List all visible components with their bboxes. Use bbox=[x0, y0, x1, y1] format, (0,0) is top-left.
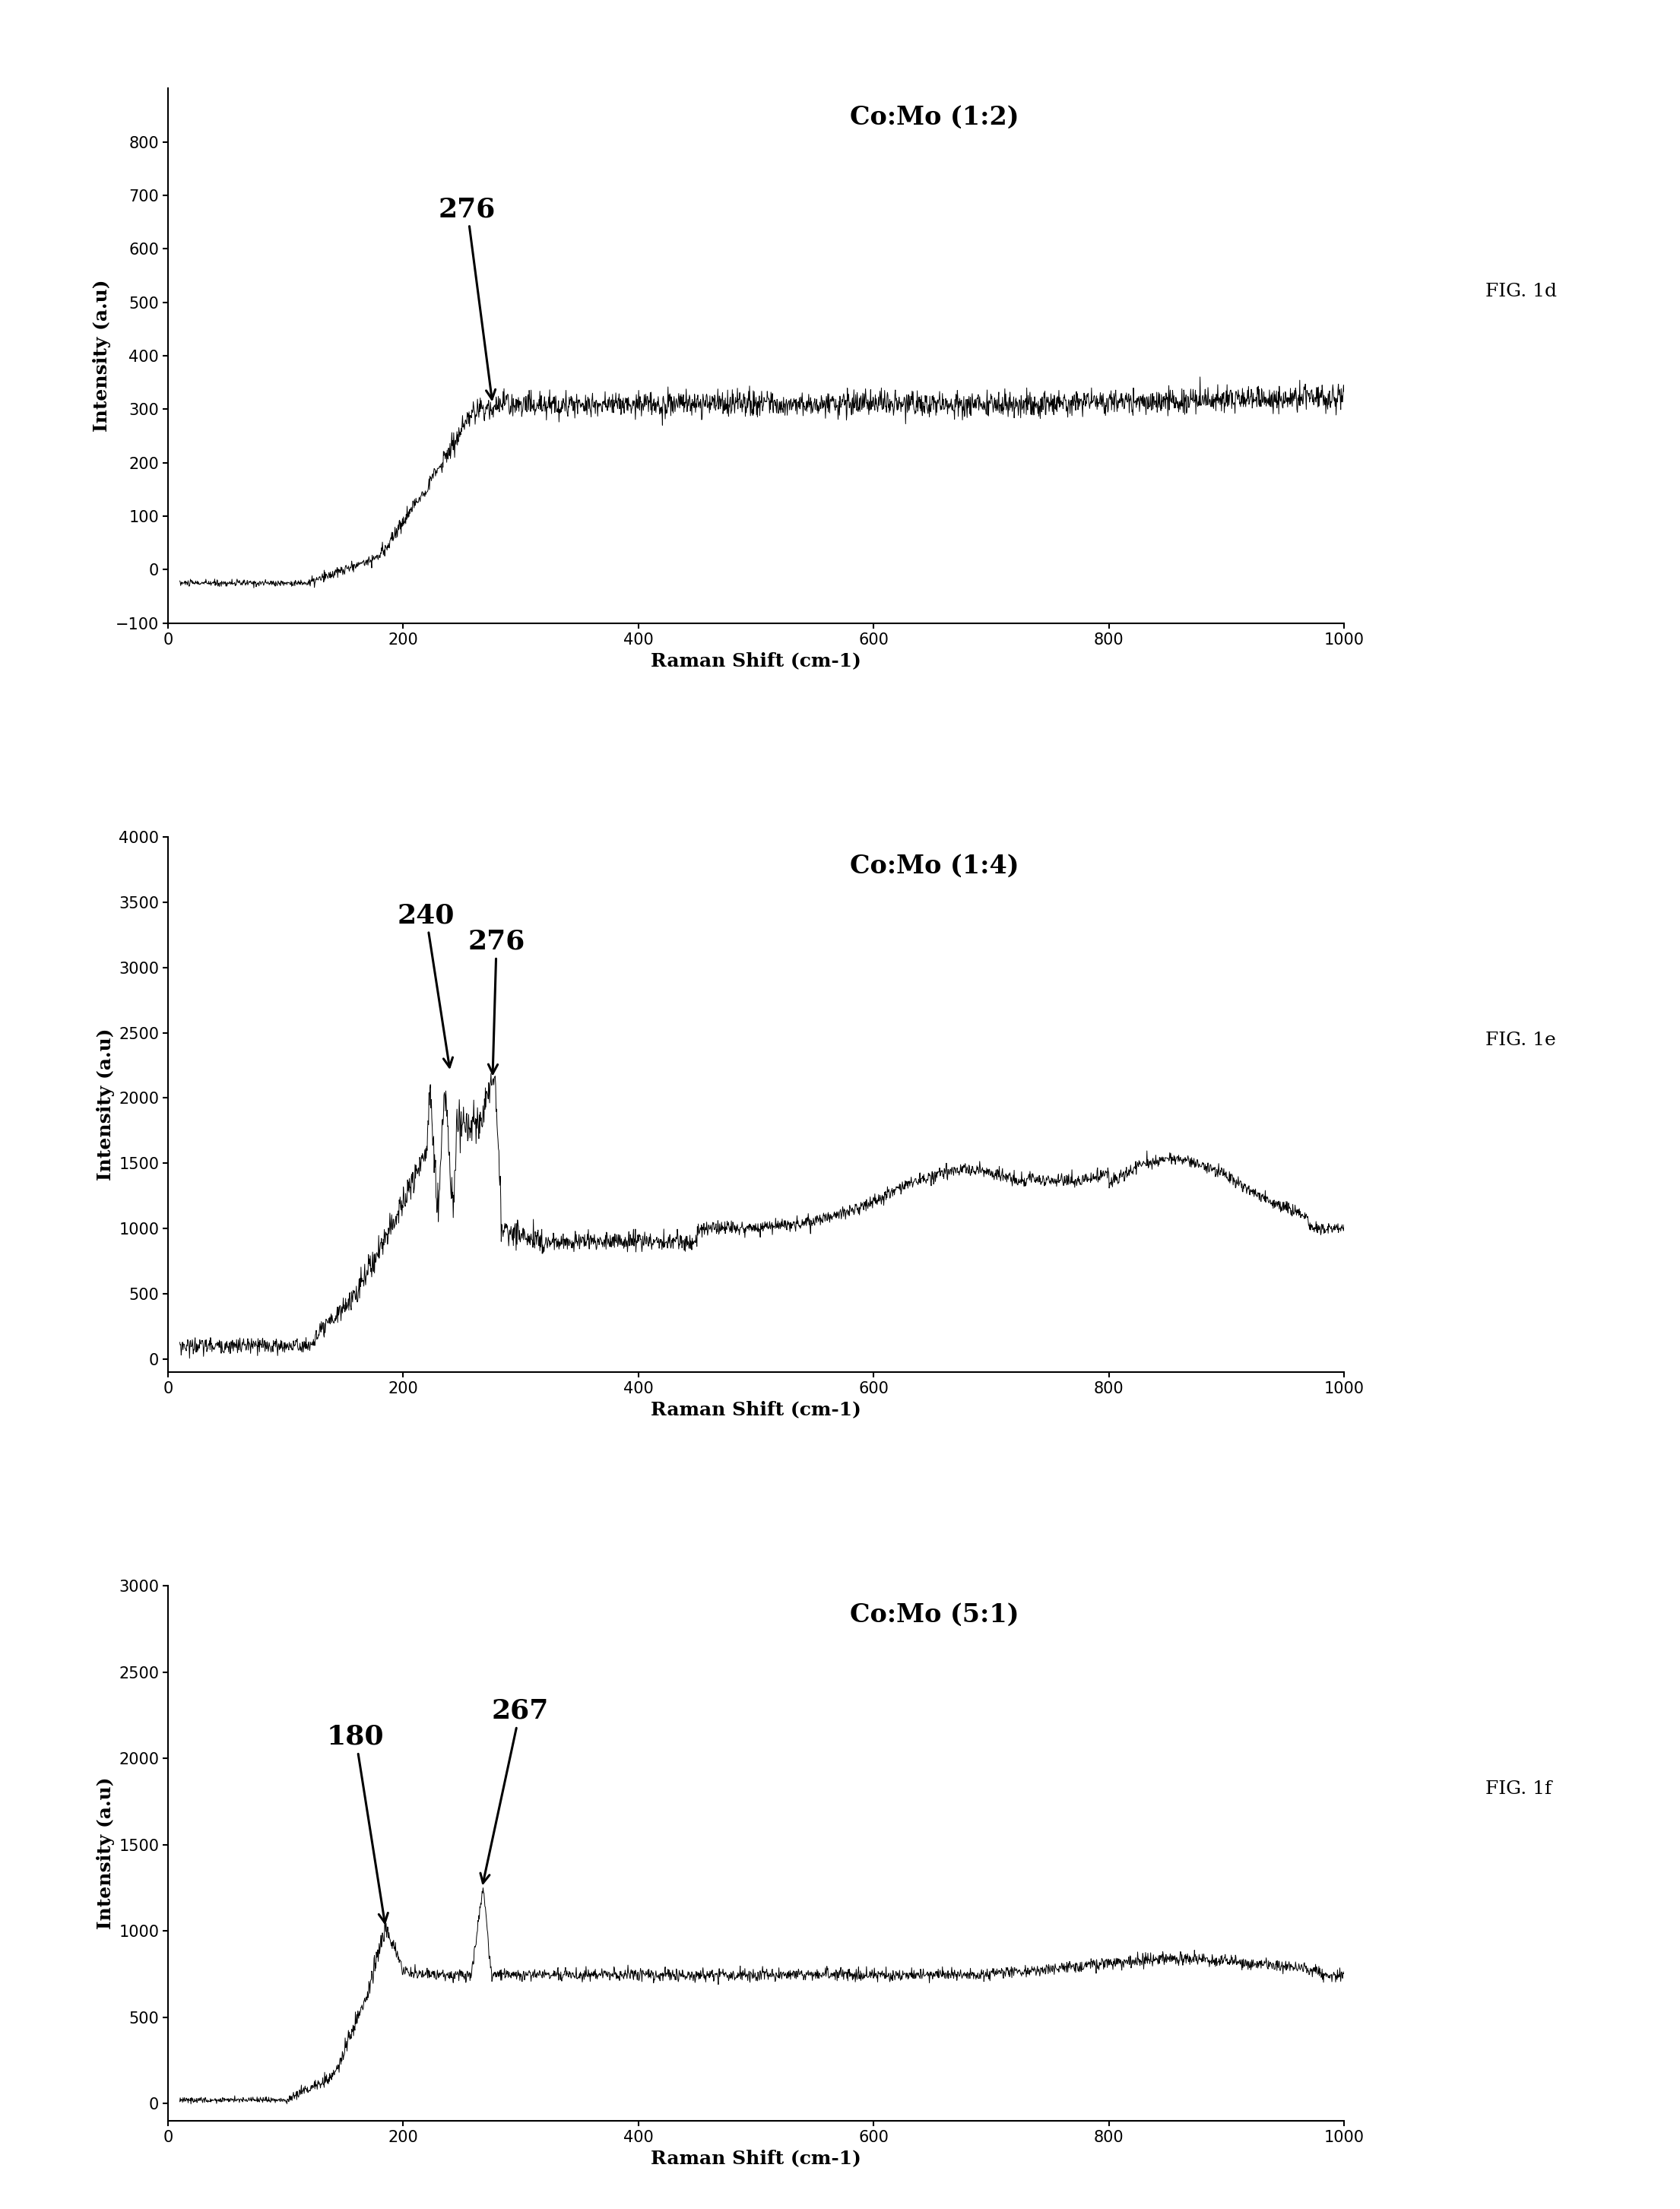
Text: FIG. 1f: FIG. 1f bbox=[1485, 1780, 1551, 1798]
Text: 267: 267 bbox=[480, 1699, 549, 1882]
X-axis label: Raman Shift (cm-1): Raman Shift (cm-1) bbox=[650, 652, 862, 669]
Text: Co:Mo (5:1): Co:Mo (5:1) bbox=[850, 1602, 1020, 1628]
Text: 276: 276 bbox=[438, 197, 496, 400]
Y-axis label: Intensity (a.u): Intensity (a.u) bbox=[92, 281, 111, 433]
Y-axis label: Intensity (a.u): Intensity (a.u) bbox=[96, 1029, 114, 1180]
Y-axis label: Intensity (a.u): Intensity (a.u) bbox=[96, 1776, 114, 1928]
Text: 240: 240 bbox=[396, 903, 455, 1067]
X-axis label: Raman Shift (cm-1): Raman Shift (cm-1) bbox=[650, 2149, 862, 2167]
Text: FIG. 1d: FIG. 1d bbox=[1485, 283, 1557, 300]
Text: Co:Mo (1:4): Co:Mo (1:4) bbox=[850, 853, 1020, 879]
Text: 180: 180 bbox=[328, 1723, 388, 1922]
X-axis label: Raman Shift (cm-1): Raman Shift (cm-1) bbox=[650, 1401, 862, 1418]
Text: FIG. 1e: FIG. 1e bbox=[1485, 1032, 1556, 1049]
Text: Co:Mo (1:2): Co:Mo (1:2) bbox=[850, 104, 1020, 130]
Text: 276: 276 bbox=[467, 928, 526, 1074]
